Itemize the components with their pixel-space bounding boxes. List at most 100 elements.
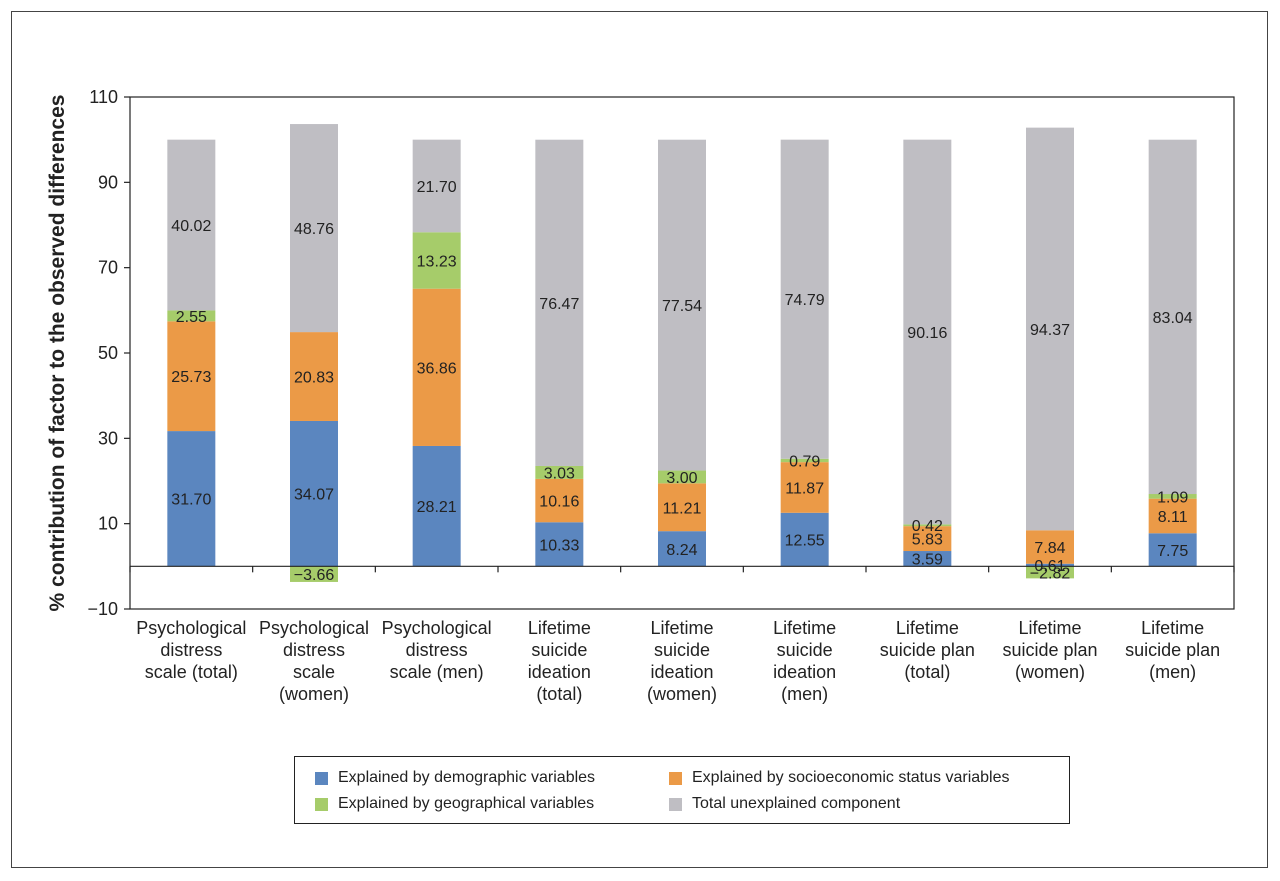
data-label: 0.42 xyxy=(912,518,943,535)
x-tick-label-line: suicide xyxy=(653,640,711,660)
bar-segment xyxy=(658,139,706,471)
legend-label: Explained by geographical variables xyxy=(338,795,595,812)
bar-segment xyxy=(1148,533,1197,567)
legend-label: Total unexplained component xyxy=(692,795,901,812)
bar-segment xyxy=(167,310,216,322)
x-tick-label: Lifetime suicide plan (total) xyxy=(862,617,992,683)
x-tick-label-line: Lifetime xyxy=(895,618,959,638)
data-label: 74.79 xyxy=(785,292,825,309)
bar-segment xyxy=(290,124,338,333)
data-label: 3.59 xyxy=(912,552,943,569)
legend-item: Explained by socioeconomic status variab… xyxy=(669,769,1010,787)
bar-segment xyxy=(535,522,584,567)
bar-segment xyxy=(1148,139,1197,495)
data-label: 76.47 xyxy=(539,296,579,313)
legend-item: Explained by demographic variables xyxy=(315,769,595,787)
x-tick-label-line: (men) xyxy=(781,684,829,704)
legend-swatch xyxy=(669,797,682,811)
data-label: 20.83 xyxy=(294,370,334,387)
bar-segment xyxy=(780,512,829,567)
x-tick-label-line: ideation xyxy=(527,662,591,682)
bar-segment xyxy=(412,139,461,233)
x-tick-label: Psychological distress scale (total) xyxy=(126,617,256,683)
y-tick-label: 30 xyxy=(98,428,118,448)
x-tick-label-line: suicide plan xyxy=(1125,640,1221,660)
x-tick-label: Lifetime suicide ideation (men) xyxy=(740,617,870,705)
bar-segment xyxy=(658,483,706,532)
bar-segment xyxy=(780,139,829,459)
data-label: 48.76 xyxy=(294,221,334,238)
bar-segment xyxy=(535,478,584,523)
x-tick-label-line: suicide plan xyxy=(1002,640,1098,660)
x-tick-label: Lifetime suicide ideation (women) xyxy=(617,617,747,705)
bar-segment xyxy=(1148,494,1197,499)
x-tick-label-line: scale xyxy=(292,662,336,682)
legend-swatch xyxy=(669,771,682,785)
data-label: 94.37 xyxy=(1030,322,1070,339)
y-axis-label: % contribution of factor to the observed… xyxy=(46,94,69,612)
data-label: 36.86 xyxy=(417,360,457,377)
legend-swatch xyxy=(315,771,328,785)
x-tick-label-line: ideation xyxy=(650,662,714,682)
data-label: 0.79 xyxy=(789,453,820,470)
data-label: 11.87 xyxy=(785,480,824,497)
x-tick-label-line: Lifetime xyxy=(527,618,591,638)
data-label: −2.82 xyxy=(1030,565,1071,582)
bar-segment xyxy=(1026,530,1074,564)
data-label: 5.83 xyxy=(912,532,943,549)
bar-segment xyxy=(535,139,584,466)
x-tick-label-line: Psychological xyxy=(258,618,370,638)
data-label: 13.23 xyxy=(417,253,457,270)
chart-frame xyxy=(11,11,1268,868)
bar-segment xyxy=(658,531,706,567)
x-tick-label-line: suicide xyxy=(776,640,833,660)
data-label: 90.16 xyxy=(907,325,947,342)
x-tick-label-line: (women) xyxy=(646,684,717,704)
bar-segment xyxy=(1148,498,1197,534)
legend-item: Explained by geographical variables xyxy=(315,795,594,813)
data-label: 11.21 xyxy=(663,500,702,517)
bar-segment xyxy=(412,445,461,567)
data-label: 7.84 xyxy=(1034,540,1065,557)
data-label: 10.16 xyxy=(539,494,579,511)
x-tick-label-line: (men) xyxy=(1149,662,1197,682)
x-tick-label-line: distress xyxy=(282,640,345,660)
data-label: 2.55 xyxy=(176,309,207,326)
data-label: 40.02 xyxy=(171,218,211,235)
data-label: 28.21 xyxy=(417,499,457,516)
y-tick-label: 90 xyxy=(98,172,118,192)
bars-layer xyxy=(167,124,1197,582)
data-label: 21.70 xyxy=(417,179,457,196)
bar-segment xyxy=(658,470,706,484)
legend: Explained by demographic variables Explai… xyxy=(294,756,1070,824)
data-labels-layer: 31.70 25.73 2.55 40.02 34.07 20.83 −3.66 48.76 2… xyxy=(171,179,1192,584)
legend-label: Explained by socioeconomic status variab… xyxy=(692,769,1010,786)
x-tick-label: Lifetime suicide ideation (total) xyxy=(494,617,624,705)
x-tick-label-line: distress xyxy=(160,640,223,660)
x-tick-label-line: Lifetime xyxy=(1018,618,1082,638)
x-tick-label-line: distress xyxy=(405,640,468,660)
bar-segment xyxy=(903,524,952,527)
x-tick-label: Lifetime suicide plan (women) xyxy=(985,617,1115,683)
x-tick-label: Psychological distress scale (women) xyxy=(249,617,379,705)
bar-segment xyxy=(290,566,338,582)
bar-segment xyxy=(290,332,338,421)
bar-segment xyxy=(167,431,216,567)
bar-segment xyxy=(780,458,829,463)
x-tick-label-line: ideation xyxy=(773,662,837,682)
data-label: 7.75 xyxy=(1157,543,1188,560)
data-label: 77.54 xyxy=(662,298,702,315)
legend-label: Explained by demographic variables xyxy=(338,769,596,786)
data-label: 34.07 xyxy=(294,487,334,504)
y-tick-label: 10 xyxy=(98,514,118,534)
bar-segment xyxy=(412,232,461,289)
x-tick-label-line: Lifetime xyxy=(773,618,837,638)
x-tick-label-line: Psychological xyxy=(381,618,492,638)
data-label: 83.04 xyxy=(1153,310,1193,327)
y-tick-label: 50 xyxy=(98,343,118,363)
data-label: 10.33 xyxy=(539,537,579,554)
bar-segment xyxy=(1026,566,1074,579)
data-label: 3.03 xyxy=(544,465,575,482)
x-tick-label-line: Lifetime xyxy=(1141,618,1205,638)
